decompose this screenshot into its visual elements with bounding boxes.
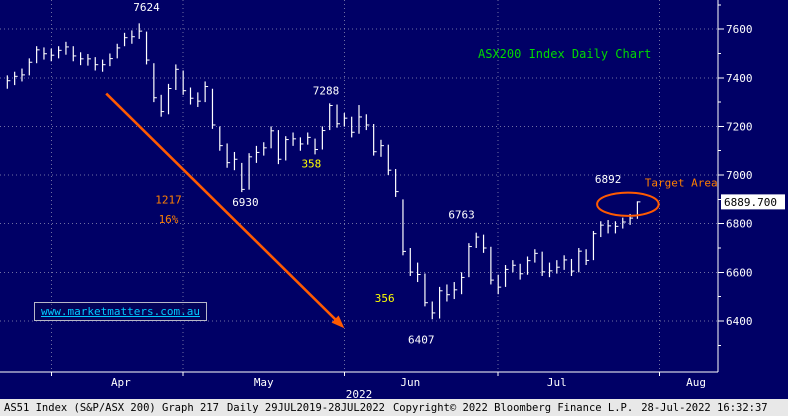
price-bars [6, 23, 641, 320]
ytick-label: 7200 [726, 120, 753, 133]
annotation-target-area: Target Area [645, 177, 718, 190]
annotation-rally-358: 358 [301, 157, 321, 170]
annotations: 7624 7288 358 6930 1217 16% 6763 356 6407 6892 Tar… [133, 1, 717, 346]
xtick-label: Jul [547, 376, 567, 389]
year-label: 2022 [346, 388, 373, 399]
last-price-label: 6889.700 [721, 194, 785, 210]
footer-copyright: Copyright© 2022 Bloomberg Finance L.P. [392, 401, 634, 414]
x-axis: Apr May Jun Jul Aug 2022 [0, 371, 718, 399]
watermark-link[interactable]: www.marketmatters.com.au [34, 302, 207, 321]
y-axis: 6400 6600 6800 7000 7200 7400 7600 [717, 0, 753, 372]
ytick-label: 7600 [726, 23, 753, 36]
xtick-label: Jun [400, 376, 420, 389]
footer-timestamp: 28-Jul-2022 16:32:37 [641, 401, 768, 414]
annotation-low-6930: 6930 [232, 196, 259, 209]
ytick-label: 6400 [726, 315, 753, 328]
ytick-label: 6600 [726, 266, 753, 279]
annotation-peak-7624: 7624 [133, 1, 160, 14]
annotation-high-6763: 6763 [448, 208, 475, 221]
footer-range: Daily 29JUL2019-28JUL2022 [226, 401, 385, 414]
annotation-high-6892: 6892 [595, 173, 622, 186]
xtick-label: Aug [686, 376, 706, 389]
xtick-label: May [254, 376, 274, 389]
annotation-low-6407: 6407 [408, 333, 435, 346]
ytick-label: 7000 [726, 169, 753, 182]
last-price-value: 6889.700 [724, 196, 777, 209]
annotation-rally-356: 356 [375, 292, 395, 305]
last-price-box [721, 194, 785, 210]
footer-status-bar: AS51 Index (S&P/ASX 200) Graph 217 Daily… [0, 399, 788, 416]
target-area-ellipse [596, 191, 660, 217]
chart-canvas[interactable]: 7624 7288 358 6930 1217 16% 6763 356 6407 6892 Tar… [0, 0, 788, 399]
downtrend-arrow [105, 92, 345, 329]
xtick-label: Apr [111, 376, 131, 389]
annotation-decline-1217: 1217 [155, 194, 182, 207]
annotation-high-7288: 7288 [313, 84, 340, 97]
chart-title: ASX200 Index Daily Chart [478, 47, 652, 61]
footer-instrument: AS51 Index (S&P/ASX 200) Graph 217 [4, 401, 219, 414]
ytick-label: 7400 [726, 72, 753, 85]
annotation-decline-16pct: 16% [159, 213, 179, 226]
ytick-label: 6800 [726, 218, 753, 231]
